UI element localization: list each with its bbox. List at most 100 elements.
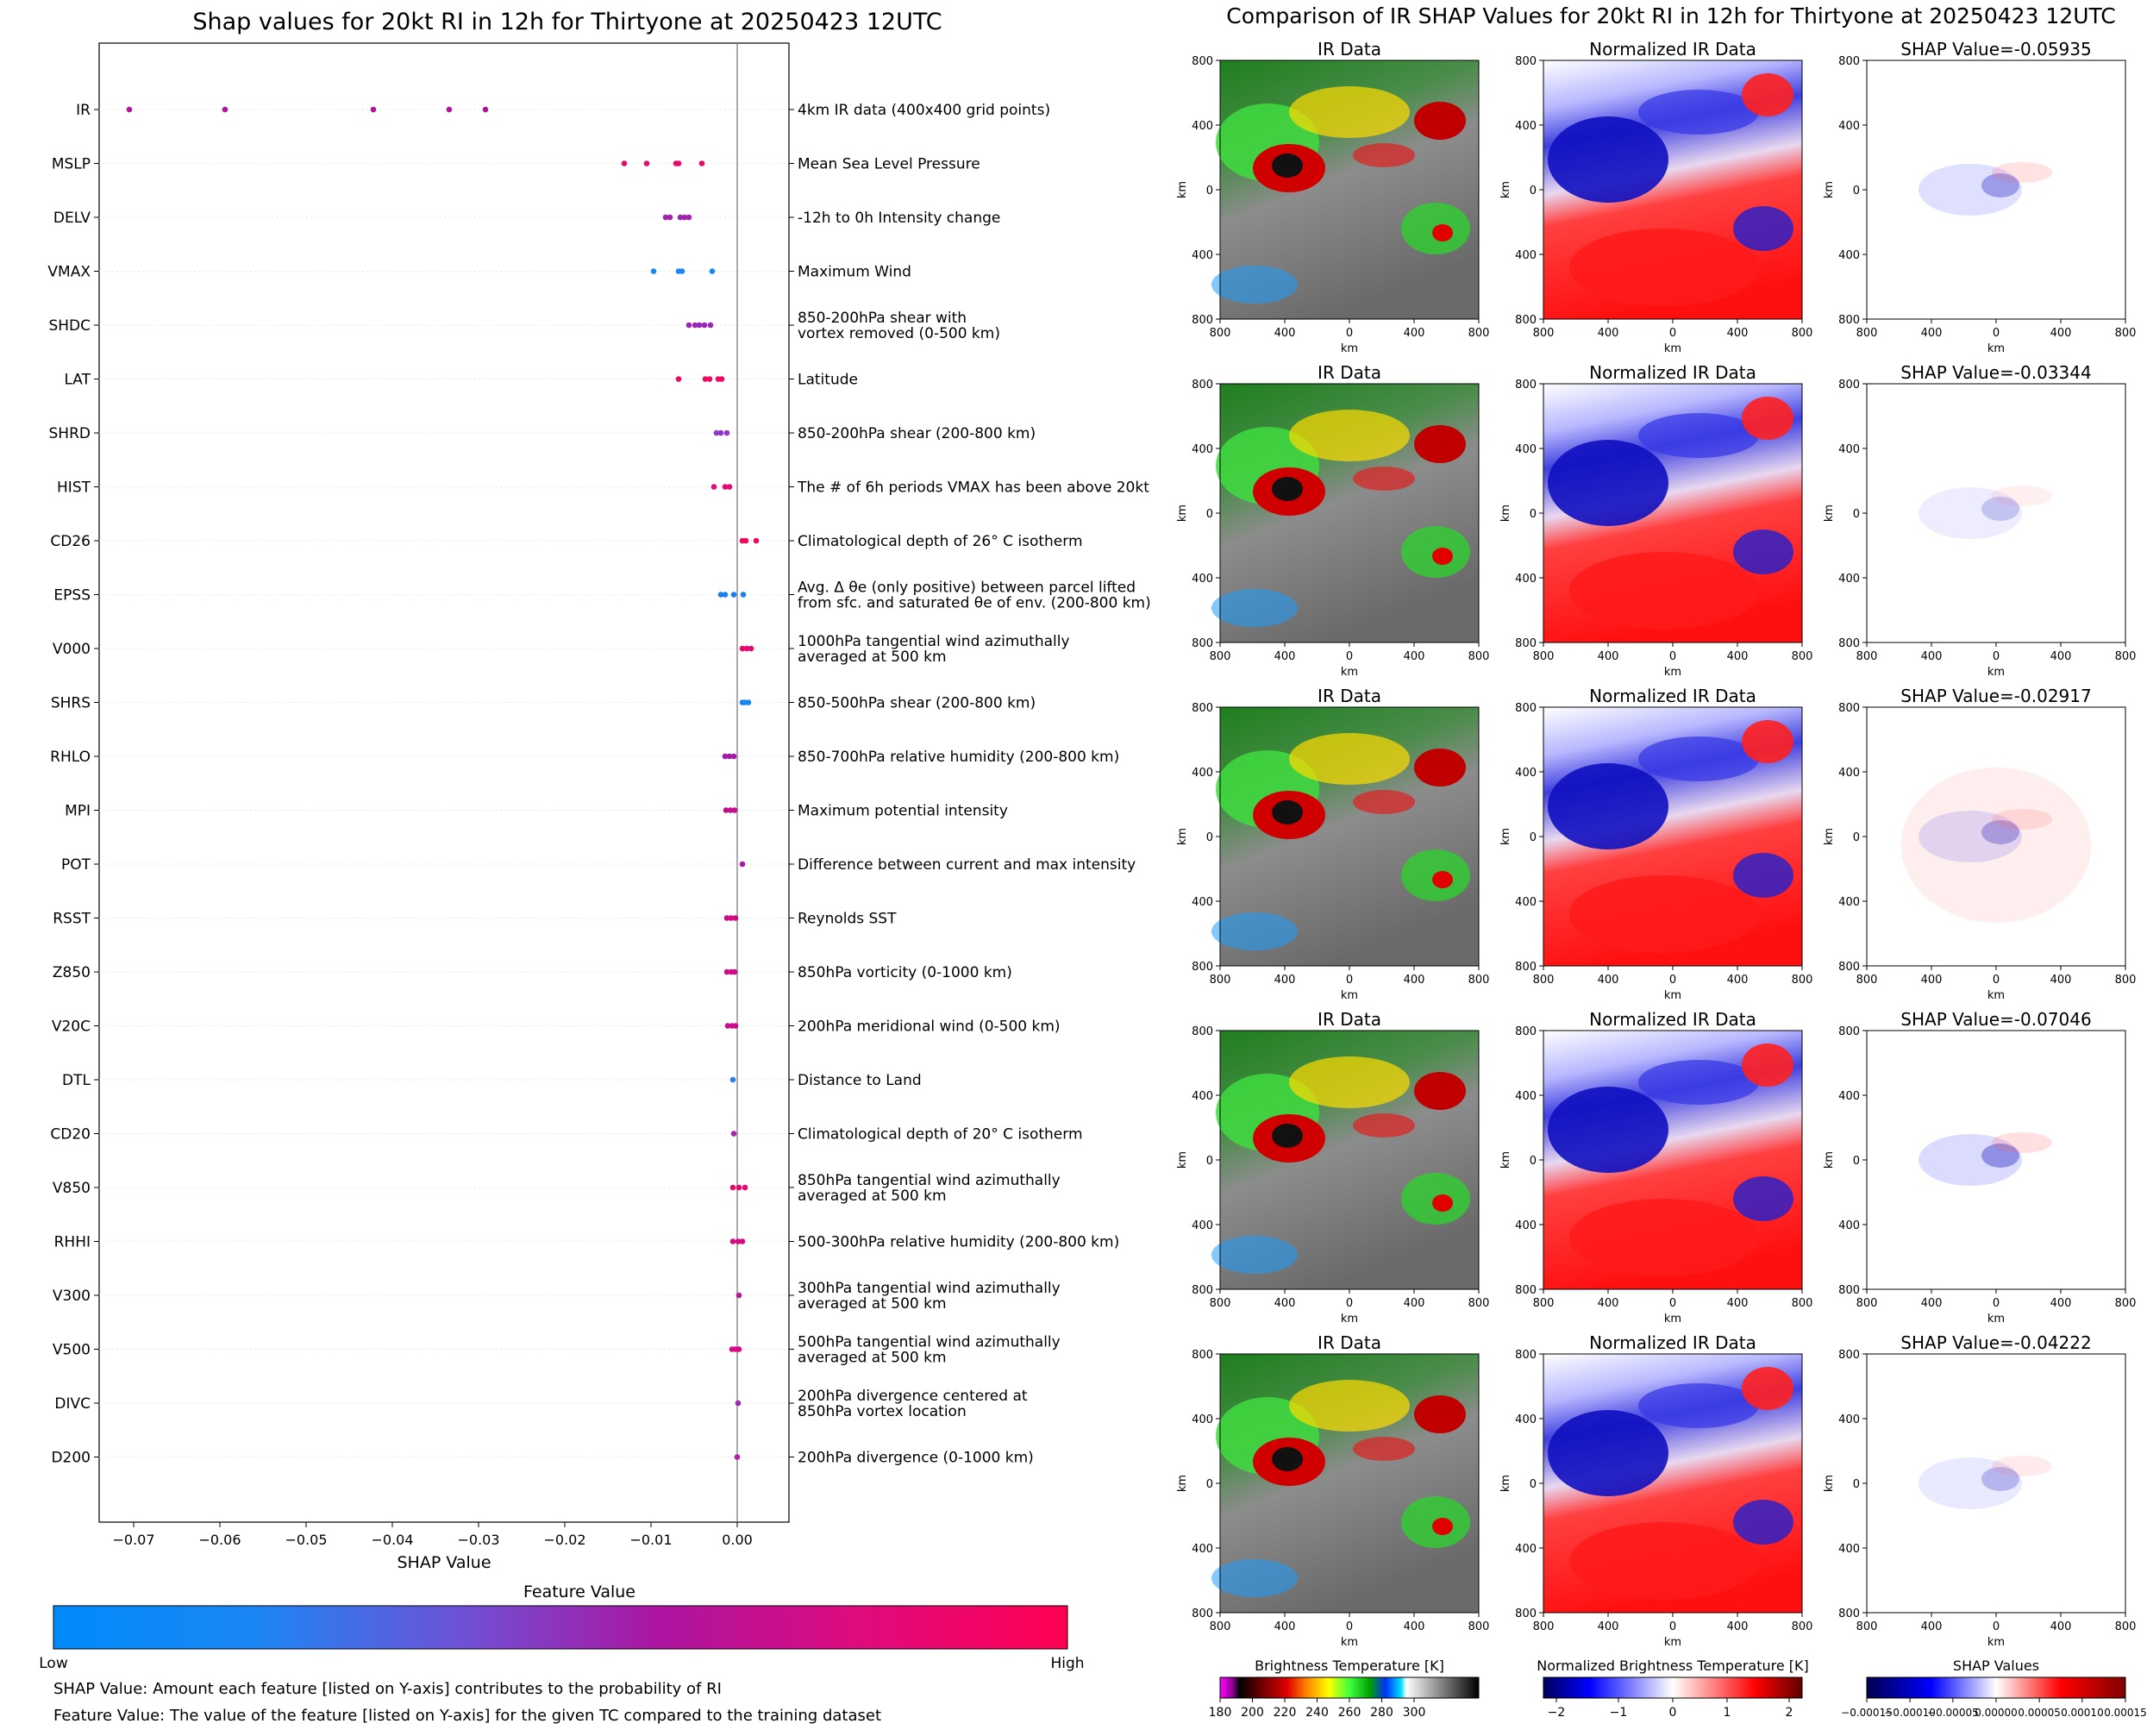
shap-point-rhlo: [730, 753, 737, 760]
y-tick-label: 400: [1838, 1543, 1860, 1556]
y-tick-label: 800: [1192, 1349, 1213, 1362]
x-tick-label: 400: [1727, 327, 1749, 340]
convection-core: [1272, 1124, 1303, 1148]
feature-desc-mslp: Mean Sea Level Pressure: [798, 156, 980, 173]
shap-point-shrd: [717, 429, 724, 436]
y-tick-label: 400: [1192, 573, 1213, 586]
shap-point-mslp: [675, 160, 682, 166]
y-axis-label: km: [1823, 1475, 1836, 1492]
colorbar-high-label: High: [1050, 1655, 1084, 1672]
y-tick-label: 800: [1838, 314, 1860, 327]
shap-background: [1867, 1031, 2125, 1289]
shap-value-title: SHAP Value=-0.04222: [1900, 1332, 2091, 1353]
shap-point-delv: [685, 214, 692, 221]
x-axis-label: km: [1664, 666, 1681, 679]
x-tick-label: 800: [1856, 1297, 1878, 1310]
brightness-temperature-colorbar-title: Brightness Temperature [K]: [1255, 1658, 1444, 1674]
x-tick-label: 800: [1533, 974, 1555, 987]
shap-point-rhhi: [739, 1238, 746, 1244]
cold-se: [1733, 1500, 1793, 1545]
colorbar-tick-label: 300: [1403, 1706, 1426, 1720]
x-tick-label: 400: [1727, 650, 1749, 663]
convection-core: [1272, 477, 1303, 501]
cold-region: [1548, 116, 1668, 203]
right-chart-title: Comparison of IR SHAP Values for 20kt RI…: [1226, 3, 2116, 28]
x-tick-label: 0: [1346, 1620, 1353, 1633]
y-axis-label: km: [1176, 505, 1189, 522]
panel-row5-col3: SHAP Value=-0.04222800800400400004004008…: [1823, 1332, 2136, 1649]
x-tick-label: 400: [1921, 974, 1943, 987]
colorbar-tick-label: 0.00005: [2018, 1707, 2061, 1719]
y-tick-label: 0: [1206, 1478, 1213, 1491]
normalized-ir-title: Normalized IR Data: [1589, 362, 1756, 383]
shap-point-v000: [739, 645, 746, 652]
y-tick-label: 400: [1838, 573, 1860, 586]
y-tick-label: 800: [1515, 702, 1537, 715]
shap-point-ir: [126, 106, 133, 113]
y-tick-label: 800: [1192, 702, 1213, 715]
feature-desc-vmax: Maximum Wind: [798, 264, 911, 281]
colorbar-tick-label: −0.00015: [1841, 1707, 1893, 1719]
shap-point-lat: [702, 376, 709, 382]
shap-values-colorbar-title: SHAP Values: [1953, 1658, 2039, 1674]
colorbar-tick-label: 240: [1305, 1706, 1329, 1720]
cloud-blue-sw: [1211, 1236, 1298, 1274]
warm-ne: [1742, 720, 1793, 763]
cold-region: [1548, 440, 1668, 526]
panel-row4-col3: SHAP Value=-0.07046800800400400004004008…: [1823, 1009, 2136, 1326]
shap-point-shdc: [685, 322, 692, 329]
x-axis-label: km: [1664, 1313, 1681, 1326]
shap-point-z850: [723, 968, 730, 975]
x-tick-label: 400: [1598, 1620, 1619, 1633]
feature-desc-pot: Difference between current and max inten…: [798, 856, 1136, 874]
y-tick-label: 400: [1515, 443, 1537, 456]
feature-label-v20c: V20C: [52, 1018, 91, 1036]
shap-point-v20c: [724, 1023, 731, 1029]
shap-point-delv: [677, 214, 684, 221]
feature-label-v300: V300: [53, 1288, 91, 1305]
shap-point-v300: [735, 1292, 742, 1299]
y-tick-label: 0: [1853, 185, 1860, 197]
x-axis-label: km: [1341, 342, 1358, 355]
shap-point-v000: [743, 645, 750, 652]
x-tick-label: 400: [1274, 1297, 1296, 1310]
shap-point-v850: [742, 1184, 748, 1191]
x-tick-label: 800: [2115, 974, 2137, 987]
shap-negative-area: [1919, 1134, 2022, 1186]
colorbar-tick-label: 220: [1274, 1706, 1297, 1720]
y-axis-label: km: [1499, 1151, 1512, 1169]
x-tick-label: 400: [1274, 974, 1296, 987]
shap-point-mslp: [621, 160, 628, 166]
shap-point-epss: [717, 592, 724, 598]
feature-desc-v850: 850hPa tangential wind azimuthally: [798, 1172, 1061, 1189]
y-tick-label: 400: [1838, 249, 1860, 262]
y-tick-label: 800: [1192, 961, 1213, 974]
feature-label-cd26: CD26: [50, 533, 91, 550]
panel-row2-col3: SHAP Value=-0.03344800800400400004004008…: [1823, 362, 2136, 679]
x-tick-label: 800: [1210, 650, 1231, 663]
y-tick-label: 400: [1515, 120, 1537, 133]
feature-desc-cd20: Climatological depth of 20° C isotherm: [798, 1126, 1083, 1144]
shap-point-vmax: [679, 268, 685, 274]
shap-point-shdc: [707, 322, 714, 329]
x-tick-label: 400: [1274, 327, 1296, 340]
y-tick-label: 400: [1515, 896, 1537, 909]
y-tick-label: 400: [1192, 1543, 1213, 1556]
shap-positive-area: [1992, 809, 2052, 830]
colorbar-tick-label: −0.00005: [1927, 1707, 1979, 1719]
shap-point-rhlo: [726, 753, 733, 760]
x-axis-label: km: [1987, 342, 2005, 355]
shap-positive-area: [1992, 162, 2052, 183]
y-tick-label: 800: [1838, 1284, 1860, 1297]
feature-desc-lat: Latitude: [798, 372, 858, 389]
y-tick-label: 800: [1838, 1608, 1860, 1620]
shap-negative-core: [1981, 1467, 2019, 1491]
y-axis-label: km: [1176, 1151, 1189, 1169]
cold-band: [1638, 1060, 1759, 1105]
convection-red-ne: [1414, 425, 1466, 463]
cold-se: [1733, 1176, 1793, 1221]
y-tick-label: 0: [1206, 185, 1213, 197]
colorbar-tick-label: −1: [1610, 1706, 1628, 1720]
convection-band: [1353, 143, 1415, 167]
